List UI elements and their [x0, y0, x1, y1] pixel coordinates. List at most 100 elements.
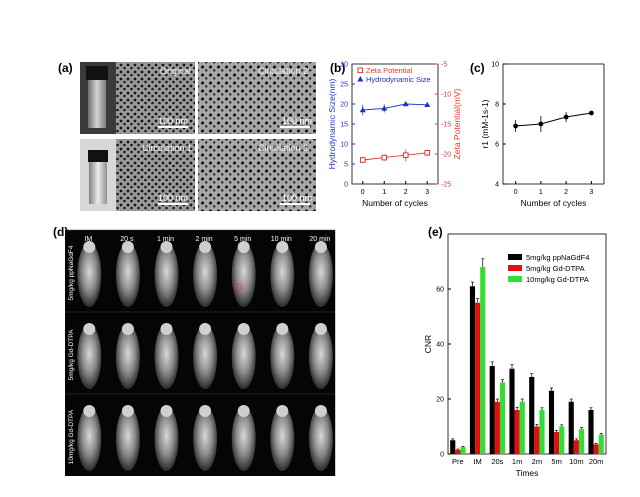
scale-label: 100 nm [282, 116, 312, 126]
bar [514, 410, 520, 454]
bar [519, 401, 525, 454]
mouse-body-scan [270, 243, 295, 307]
mouse-body-scan [115, 325, 140, 389]
mouse-head-scan [199, 241, 212, 253]
mouse-head-scan [83, 405, 96, 417]
scale-label: 100 nm [158, 116, 188, 126]
scale-bar [280, 126, 310, 128]
x-axis-title: Number of cycles [362, 198, 428, 208]
mouse-head-scan [237, 323, 250, 335]
y-tick-label-left: 0 [344, 182, 348, 189]
y-axis-title-right: Zeta Potential(mV) [452, 88, 462, 159]
bar [509, 368, 515, 454]
tem-tile-label: Circulation 3 [258, 143, 308, 153]
bar [539, 410, 545, 454]
legend-marker [357, 67, 364, 74]
mouse-head-scan [160, 323, 173, 335]
time-label: IM [84, 236, 92, 243]
plot-frame [502, 63, 605, 185]
vial-photo [80, 139, 116, 211]
mouse-body-scan [154, 325, 179, 389]
panel-label-b: (b) [330, 61, 345, 75]
legend-label: 10mg/kg Gd-DTPA [526, 275, 589, 284]
mouse-head-scan [160, 405, 173, 417]
bar [480, 267, 486, 454]
bar [593, 444, 599, 454]
bar [460, 447, 466, 454]
y-tick-label-right: -25 [441, 182, 451, 189]
bar [554, 432, 560, 454]
mouse-body-scan [115, 407, 140, 471]
mouse-head-scan [276, 241, 289, 253]
mouse-body-scan [193, 243, 218, 307]
data-point [588, 110, 594, 116]
y-axis-title-left: Hydrodynamic Size(nm) [327, 78, 337, 169]
x-tick-label: 3 [425, 189, 429, 196]
y-tick-label: 4 [495, 182, 499, 189]
mouse-head-scan [276, 405, 289, 417]
y-tick-label: 60 [436, 287, 444, 294]
panel-a: Original 100 nm Circulation 2 100 nm Cir… [80, 62, 316, 211]
x-tick-label: 0 [514, 189, 518, 196]
y-tick-label-right: -15 [441, 122, 451, 129]
scale-bar [158, 126, 188, 128]
bar [568, 401, 574, 454]
x-tick-label: 20m [589, 457, 604, 466]
data-point [563, 114, 569, 120]
bar [548, 390, 555, 454]
mouse-head-scan [83, 241, 96, 253]
mouse-body-scan [308, 243, 333, 307]
data-point [538, 121, 544, 127]
y-tick-label-left: 15 [340, 122, 348, 129]
data-point [402, 152, 409, 158]
y-tick-label-left: 25 [340, 82, 348, 89]
mouse-body-scan [115, 243, 140, 307]
mouse-head-scan [121, 323, 134, 335]
x-tick-label: 0 [361, 189, 365, 196]
y-tick-label: 8 [495, 102, 499, 109]
legend-label: 5mg/kg Gd-DTPA [526, 264, 585, 273]
tem-tile-circulation-2: Circulation 2 100 nm [198, 62, 316, 134]
bar [529, 377, 535, 454]
mouse-head-scan [276, 323, 289, 335]
mouse-head-scan [199, 323, 212, 335]
y-tick-label: 6 [495, 142, 499, 149]
vial-photo [80, 62, 116, 134]
legend-marker [357, 76, 364, 82]
mouse-head-scan [160, 241, 173, 253]
x-axis-title: Times [516, 468, 539, 478]
bar [455, 449, 461, 454]
scale-bar [280, 203, 310, 205]
data-point [381, 105, 388, 111]
x-tick-label: 1m [512, 457, 522, 466]
mouse-body-scan [77, 325, 102, 389]
mouse-body-scan [154, 243, 179, 307]
series-line [362, 152, 428, 161]
y-tick-label: 0 [440, 452, 444, 459]
time-label: 1 min [157, 236, 174, 243]
time-label: 10 min [271, 236, 292, 243]
tem-tile-circulation-3: Circulation 3 100 nm [198, 139, 316, 211]
y-tick-label-left: 30 [340, 62, 348, 69]
mouse-head-scan [314, 405, 327, 417]
panel-d-mri-grid: IM 20 s 1 min 2 min 5 min 10 min 20 min 5mg/kg … [65, 229, 336, 476]
bar [489, 366, 495, 454]
y-tick-label: 40 [436, 342, 444, 349]
legend-swatch [508, 276, 522, 282]
data-point [359, 107, 366, 113]
x-axis-title: Number of cycles [521, 198, 587, 208]
mouse-body-scan [270, 325, 295, 389]
bar [573, 440, 579, 454]
mouse-head-scan [237, 405, 250, 417]
y-axis-title: r1 (mM-1s-1) [480, 99, 490, 148]
tem-tile-label: Circulation 2 [258, 66, 308, 76]
x-tick-label: Pre [452, 457, 464, 466]
tem-tile-label: Circulation 1 [142, 143, 192, 153]
tem-tile-label: Original [160, 66, 191, 76]
data-point [359, 157, 366, 163]
x-tick-label: 2 [564, 189, 568, 196]
mouse-body-scan [270, 407, 295, 471]
y-axis-title: CNR [423, 335, 433, 353]
